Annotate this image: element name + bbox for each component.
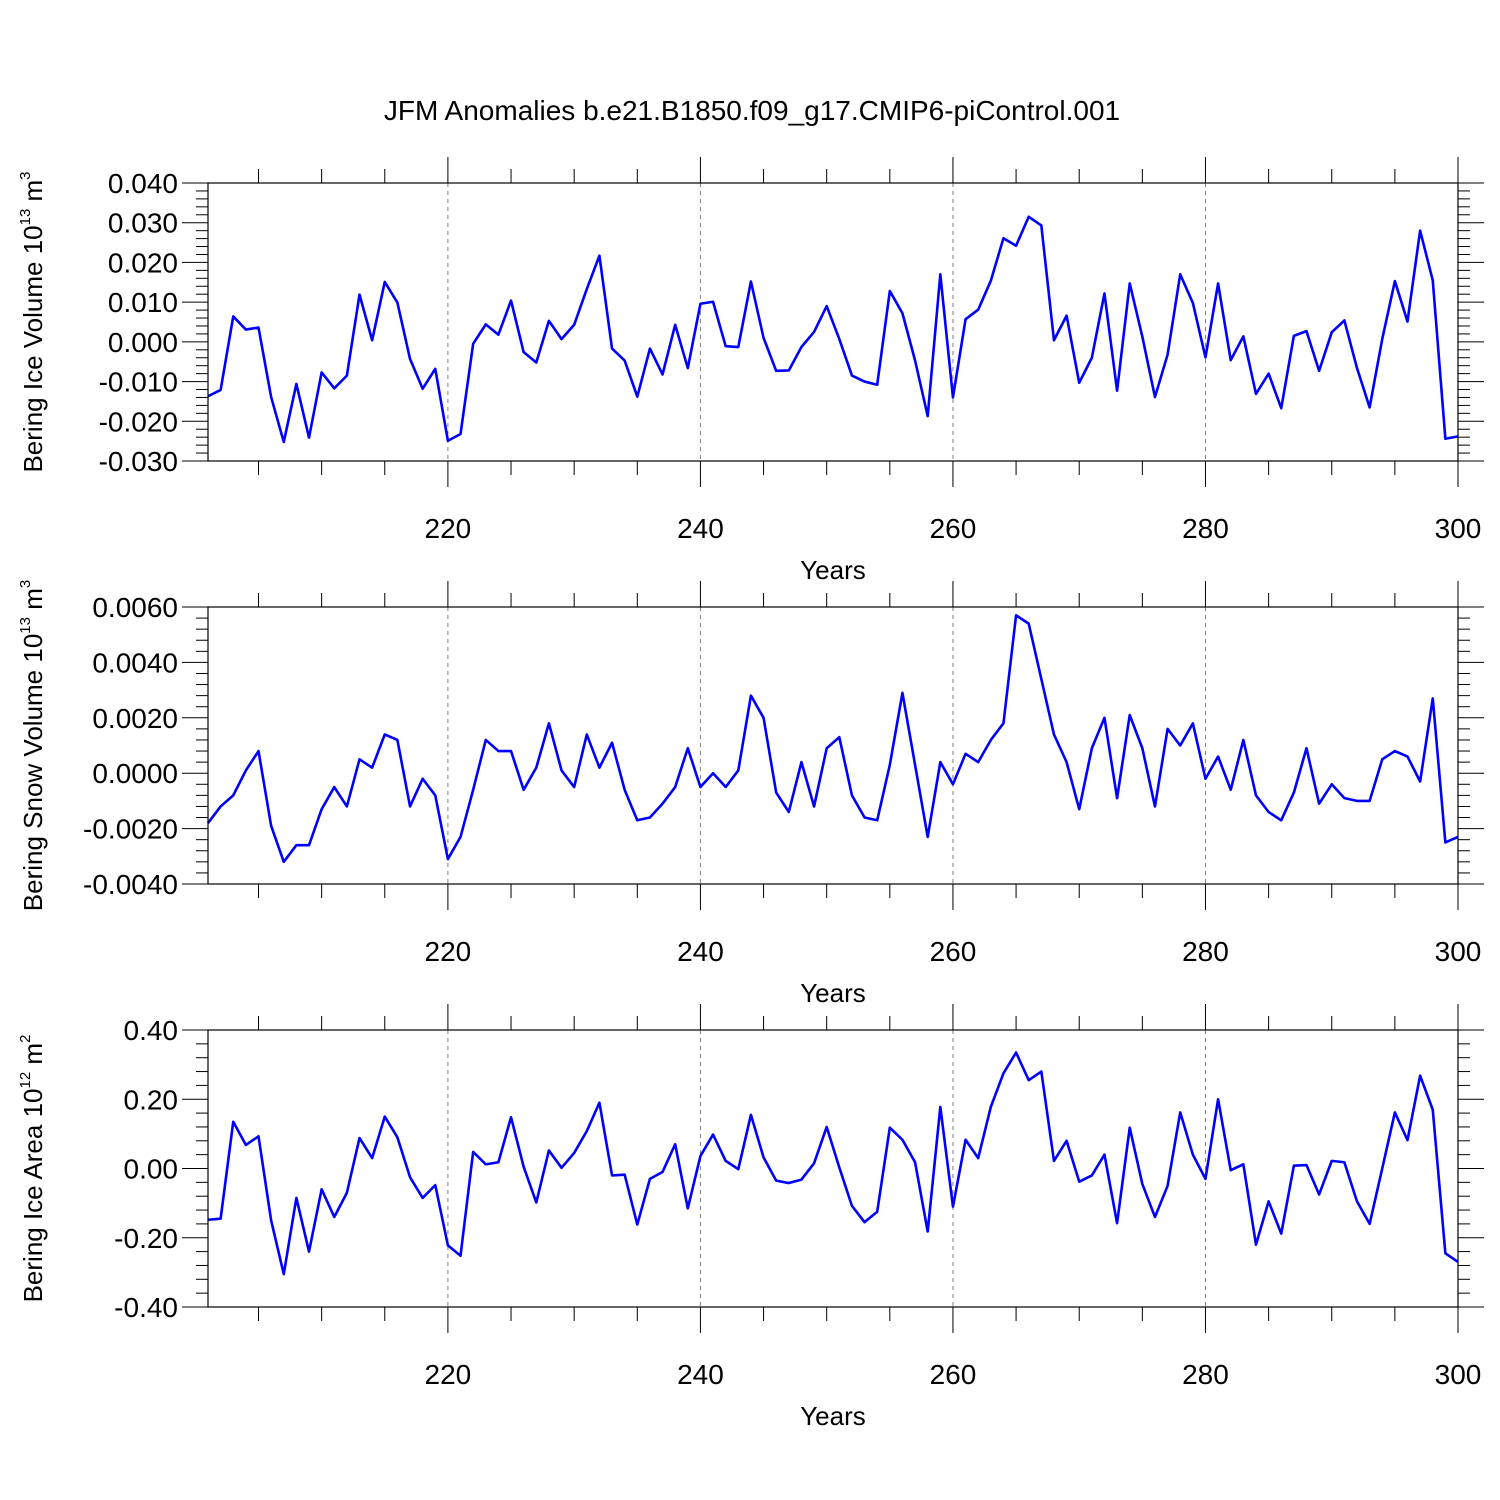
y-tick-label: 0.020 — [108, 247, 178, 278]
plot-frame — [207, 1029, 1459, 1308]
y-axis-title: Bering Snow Volume 1013 m3 — [17, 580, 48, 911]
y-tick-label: 0.030 — [108, 208, 178, 239]
x-tick-label: 220 — [425, 936, 472, 967]
panels: -0.030 -0.020 -0.010 0.000 0.010 0.020 0.030 0.… — [17, 157, 1484, 1431]
x-tick-label: 220 — [425, 513, 472, 544]
x-tick-label: 280 — [1182, 513, 1229, 544]
x-tick-label: 240 — [677, 1359, 724, 1390]
y-tick-label: 0.00 — [124, 1154, 179, 1185]
x-tick-label: 240 — [677, 936, 724, 967]
y-tick-label: -0.010 — [99, 367, 178, 398]
x-axis-title: Years — [800, 1401, 866, 1431]
x-axis-title: Years — [800, 555, 866, 585]
y-axis-title: Bering Ice Area 1012 m2 — [17, 1035, 48, 1303]
panel-1: -0.030 -0.020 -0.010 0.000 0.010 0.020 0.030 0.… — [17, 157, 1484, 585]
x-tick-label: 240 — [677, 513, 724, 544]
panel-2: -0.0040 -0.0020 0.0000 0.0020 0.0040 0.0060 22… — [17, 580, 1484, 1008]
x-tick-label: 280 — [1182, 1359, 1229, 1390]
y-tick-label: 0.010 — [108, 287, 178, 318]
x-tick-label: 300 — [1435, 513, 1482, 544]
y-tick-label: -0.020 — [99, 406, 178, 437]
y-tick-label: -0.0040 — [83, 869, 178, 900]
x-tick-label: 260 — [930, 936, 977, 967]
panel-3: -0.40 -0.20 0.00 0.20 0.40 220 240 260 280 300 Yea… — [17, 1004, 1484, 1431]
x-tick-label: 280 — [1182, 936, 1229, 967]
y-tick-label: 0.40 — [124, 1015, 179, 1046]
y-tick-label: -0.40 — [114, 1292, 178, 1323]
y-tick-label: 0.040 — [108, 168, 178, 199]
y-axis-title: Bering Ice Volume 1013 m3 — [17, 171, 48, 472]
y-tick-label: 0.0040 — [92, 647, 178, 678]
plot-frame — [207, 606, 1459, 885]
y-tick-label: 0.0060 — [92, 592, 178, 623]
x-tick-label: 220 — [425, 1359, 472, 1390]
plot-frame — [207, 182, 1459, 462]
y-tick-label: -0.0020 — [83, 814, 178, 845]
x-tick-label: 300 — [1435, 1359, 1482, 1390]
series-line — [206, 614, 1459, 864]
y-tick-label: 0.20 — [124, 1084, 179, 1115]
series-line — [207, 215, 1459, 444]
y-tick-label: -0.20 — [114, 1223, 178, 1254]
x-tick-label: 260 — [930, 1359, 977, 1390]
y-tick-label: 0.0000 — [92, 758, 178, 789]
series-line — [207, 1051, 1459, 1276]
y-tick-label: 0.0020 — [92, 703, 178, 734]
y-tick-label: -0.030 — [99, 446, 178, 477]
x-tick-label: 260 — [930, 513, 977, 544]
x-axis-title: Years — [800, 978, 866, 1008]
x-tick-label: 300 — [1435, 936, 1482, 967]
y-tick-label: 0.000 — [108, 327, 178, 358]
figure-title: JFM Anomalies b.e21.B1850.f09_g17.CMIP6-… — [384, 95, 1120, 126]
